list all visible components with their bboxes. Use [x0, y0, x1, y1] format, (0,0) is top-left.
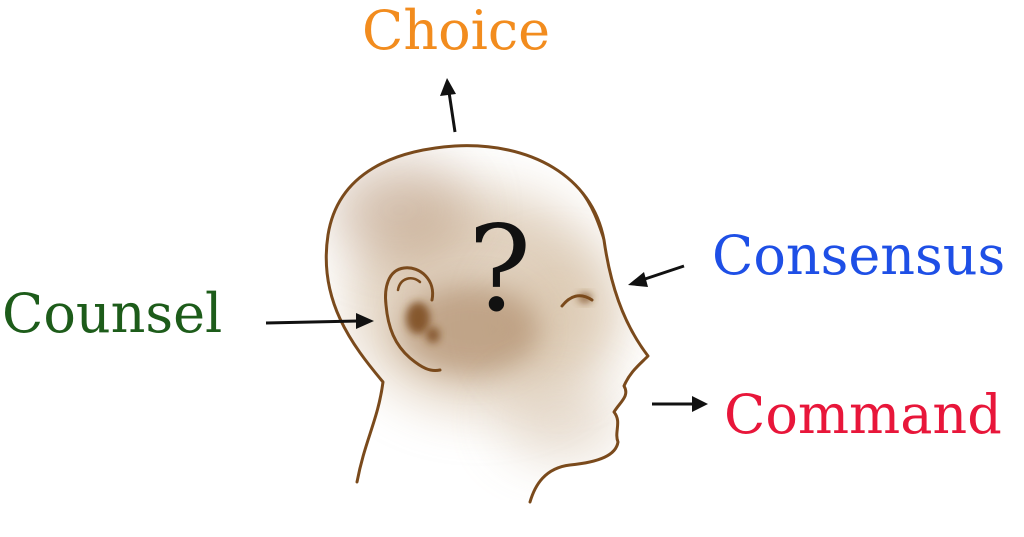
label-consensus: Consensus — [712, 224, 1006, 287]
inner-ear-shade — [406, 302, 430, 334]
label-counsel: Counsel — [2, 282, 223, 345]
label-command: Command — [724, 383, 1002, 446]
head-shading — [330, 160, 620, 460]
head-profile-icon — [324, 144, 650, 504]
arrow-to-choice — [440, 78, 457, 133]
ear-icon — [384, 266, 442, 372]
arrow-from-counsel — [265, 313, 374, 329]
arrowhead-left-icon — [628, 272, 648, 287]
arrow-to-command — [652, 396, 708, 412]
arrowhead-right-icon — [356, 313, 374, 329]
arrowhead-up-icon — [440, 78, 456, 96]
arrow-from-consensus — [628, 264, 685, 287]
question-mark-icon: ? — [468, 200, 532, 338]
label-choice: Choice — [362, 0, 551, 62]
arrowhead-right-icon — [692, 396, 708, 412]
